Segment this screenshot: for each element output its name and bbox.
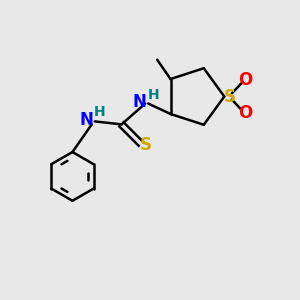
Text: N: N	[80, 111, 93, 129]
Text: S: S	[224, 88, 236, 106]
Text: O: O	[238, 104, 252, 122]
Text: H: H	[148, 88, 159, 102]
Text: O: O	[238, 71, 252, 89]
Text: H: H	[93, 106, 105, 119]
Text: S: S	[140, 136, 152, 154]
Text: N: N	[133, 93, 147, 111]
